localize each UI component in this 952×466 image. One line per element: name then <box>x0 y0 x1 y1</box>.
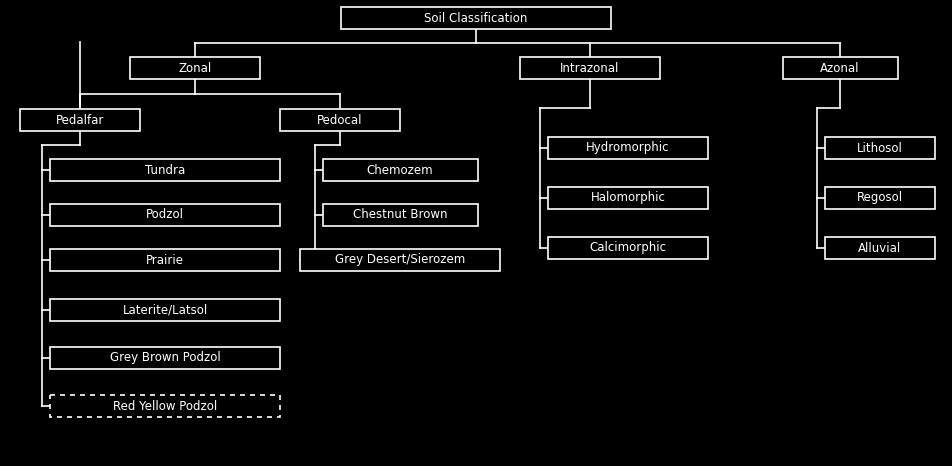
Text: Alluvial: Alluvial <box>859 241 902 254</box>
Text: Tundra: Tundra <box>145 164 185 177</box>
Text: Azonal: Azonal <box>821 62 860 75</box>
Bar <box>20 109 140 131</box>
Text: Soil Classification: Soil Classification <box>425 12 527 25</box>
Text: Chemozem: Chemozem <box>367 164 433 177</box>
Bar <box>825 237 935 259</box>
Text: Grey Brown Podzol: Grey Brown Podzol <box>109 351 220 364</box>
Bar <box>130 57 260 79</box>
Bar <box>280 109 400 131</box>
Bar <box>50 159 280 181</box>
Text: Hydromorphic: Hydromorphic <box>586 142 670 155</box>
Bar <box>50 395 280 417</box>
Text: Halomorphic: Halomorphic <box>590 192 665 205</box>
Bar <box>50 249 280 271</box>
Bar <box>300 249 500 271</box>
Text: Lithosol: Lithosol <box>857 142 902 155</box>
Bar <box>548 187 708 209</box>
Text: Pedalfar: Pedalfar <box>56 114 104 126</box>
Bar <box>520 57 660 79</box>
Bar <box>548 237 708 259</box>
Bar <box>783 57 898 79</box>
Text: Grey Desert/Sierozem: Grey Desert/Sierozem <box>335 254 466 267</box>
Text: Chestnut Brown: Chestnut Brown <box>353 208 447 221</box>
Bar <box>50 204 280 226</box>
Bar <box>548 137 708 159</box>
Bar <box>825 187 935 209</box>
Text: Podzol: Podzol <box>146 208 184 221</box>
Bar <box>50 347 280 369</box>
Text: Zonal: Zonal <box>178 62 211 75</box>
Text: Pedocal: Pedocal <box>317 114 363 126</box>
Text: Laterite/Latsol: Laterite/Latsol <box>123 303 208 316</box>
Text: Prairie: Prairie <box>146 254 184 267</box>
Bar <box>825 137 935 159</box>
Text: Intrazonal: Intrazonal <box>561 62 620 75</box>
Text: Red Yellow Podzol: Red Yellow Podzol <box>113 399 217 412</box>
Bar <box>341 7 611 29</box>
Bar <box>50 299 280 321</box>
Text: Regosol: Regosol <box>857 192 903 205</box>
Bar <box>323 204 478 226</box>
Text: Calcimorphic: Calcimorphic <box>589 241 666 254</box>
Bar <box>323 159 478 181</box>
